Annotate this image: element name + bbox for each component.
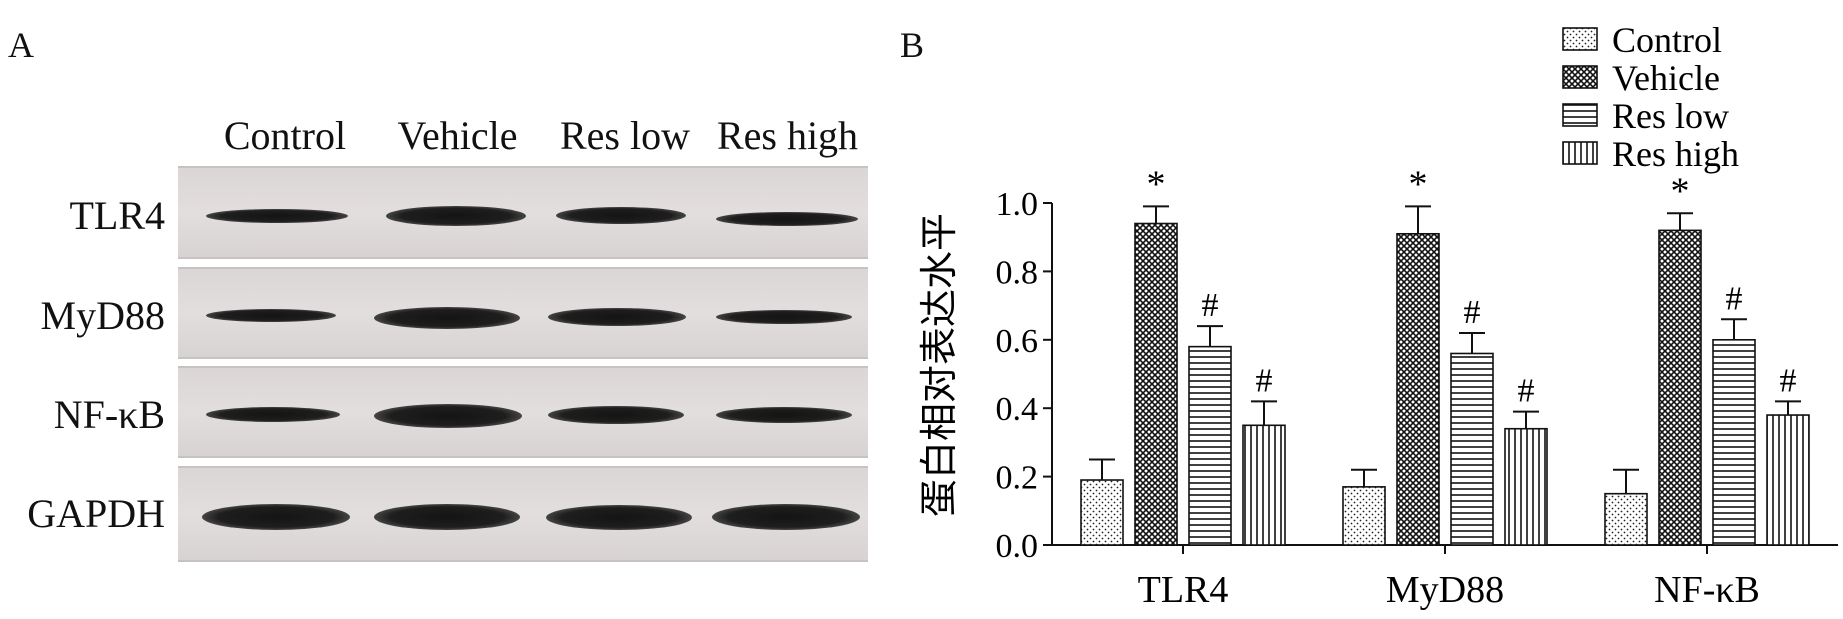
- blot-band: [716, 310, 852, 324]
- significance-hash: #: [1518, 373, 1535, 410]
- blot-column-res-high: Res high: [716, 113, 859, 158]
- blot-band: [712, 504, 860, 530]
- y-tick-label: 0.4: [996, 391, 1039, 428]
- blot-band: [374, 307, 520, 329]
- x-axis: TLR4 MyD88 NF-κB: [1052, 544, 1838, 611]
- blot-band: [374, 404, 522, 428]
- blot-column-res-low: Res low: [560, 113, 690, 158]
- legend-swatch: [1562, 27, 1598, 51]
- x-tick-label: NF-κB: [1654, 569, 1760, 611]
- y-tick-label: 1.0: [996, 186, 1039, 223]
- blot-row-label-tlr4: TLR4: [69, 193, 165, 238]
- blot-strip-gapdh: [178, 466, 868, 562]
- blot-band: [546, 505, 692, 530]
- bar: [1450, 352, 1494, 546]
- bar: [1134, 222, 1178, 546]
- blot-band: [206, 407, 340, 422]
- y-axis: 0.0 0.2 0.4 0.6 0.8 1.0: [996, 186, 1053, 565]
- bar-series: * # # * # # * # #: [1080, 163, 1810, 546]
- significance-hash: #: [1780, 362, 1797, 399]
- x-tick-label: MyD88: [1386, 569, 1504, 611]
- bar: [1080, 479, 1124, 546]
- bar: [1712, 338, 1756, 546]
- blot-band: [716, 407, 852, 423]
- legend-swatch: [1562, 65, 1598, 89]
- blot-band: [386, 206, 526, 226]
- significance-hash: #: [1256, 362, 1273, 399]
- significance-hash: #: [1726, 280, 1743, 317]
- bar: [1342, 486, 1386, 546]
- bar: [1604, 492, 1648, 546]
- blot-band: [556, 207, 686, 224]
- significance-hash: #: [1202, 287, 1219, 324]
- blot-band: [548, 308, 686, 326]
- bar: [1504, 427, 1548, 546]
- legend-label: Vehicle: [1612, 58, 1720, 98]
- significance-star: *: [1147, 163, 1166, 205]
- blot-band: [374, 504, 520, 530]
- x-tick-label: TLR4: [1138, 569, 1229, 611]
- significance-star: *: [1671, 170, 1690, 212]
- blot-strip-tlr4: [178, 166, 868, 259]
- legend-swatch: [1562, 103, 1598, 127]
- y-tick-label: 0.0: [996, 528, 1039, 565]
- bar: [1658, 229, 1702, 546]
- panel-a-letter: A: [8, 25, 34, 65]
- blot-row-label-gapdh: GAPDH: [27, 491, 165, 536]
- y-tick-label: 0.6: [996, 323, 1039, 360]
- bar: [1188, 345, 1232, 546]
- legend-label: Control: [1612, 20, 1722, 60]
- y-axis-label: 蛋白相对表达水平: [919, 213, 961, 517]
- blot-column-control: Control: [223, 113, 347, 158]
- bar: [1242, 424, 1286, 546]
- blot-strip-myd88: [178, 267, 868, 359]
- legend-label: Res high: [1612, 134, 1739, 174]
- y-tick-label: 0.2: [996, 460, 1039, 497]
- blot-strip-nfkb: [178, 366, 868, 458]
- blot-column-vehicle: Vehicle: [397, 113, 518, 158]
- legend-label: Res low: [1612, 96, 1729, 136]
- blot-row-label-myd88: MyD88: [40, 293, 165, 338]
- panel-b-letter: B: [900, 25, 925, 65]
- blot-band: [206, 209, 348, 223]
- blot-row-label-nfkb: NF-κB: [53, 392, 165, 437]
- significance-hash: #: [1464, 294, 1481, 331]
- significance-star: *: [1409, 163, 1428, 205]
- blot-band: [206, 309, 336, 322]
- blot-band: [202, 504, 350, 530]
- y-tick-label: 0.8: [996, 254, 1039, 291]
- blot-band: [716, 212, 858, 226]
- blot-band: [548, 406, 684, 424]
- legend-swatch: [1562, 141, 1598, 165]
- bar: [1396, 232, 1440, 546]
- bar: [1766, 414, 1810, 546]
